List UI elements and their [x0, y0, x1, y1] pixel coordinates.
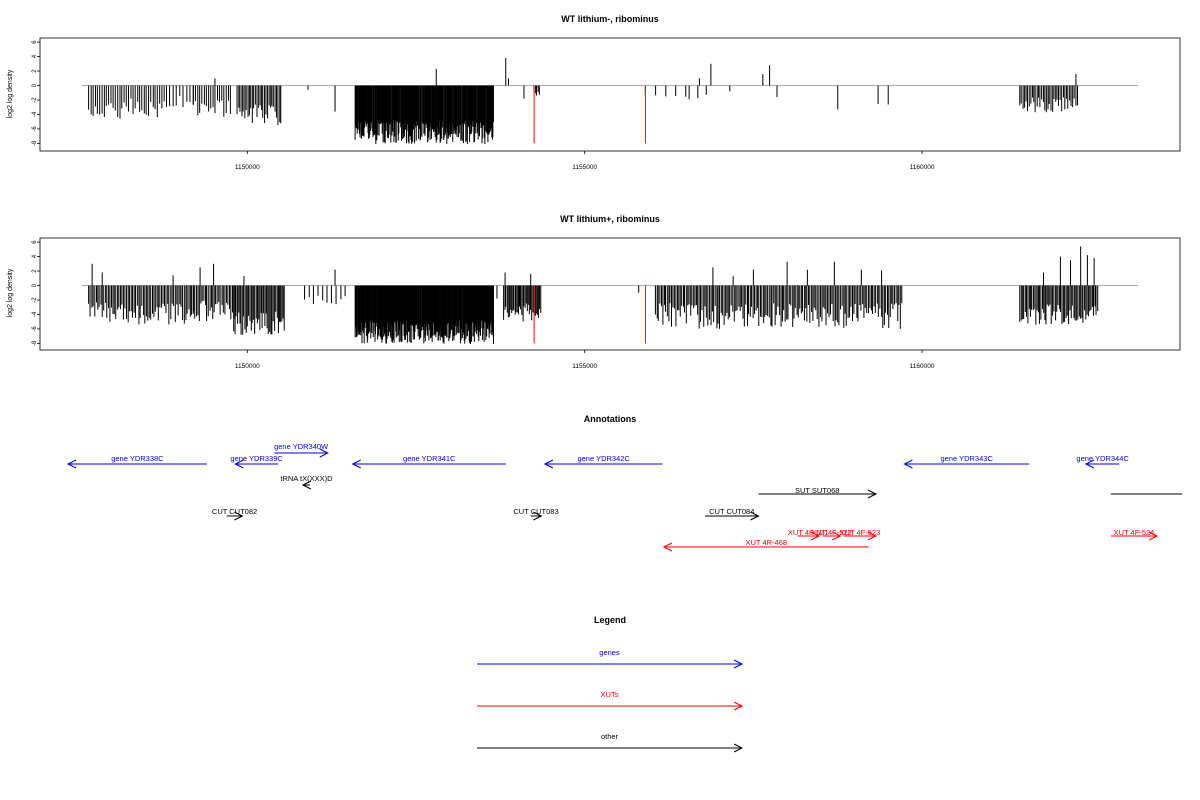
feature-label: CUT CUT083	[513, 507, 558, 516]
y-tick-label: 4	[32, 254, 38, 258]
y-tick-label: -6	[32, 326, 38, 332]
y-tick-label: -4	[32, 311, 38, 317]
y-axis-label-lithium-plus: log2 log density	[7, 268, 14, 317]
y-tick-label: -8	[32, 340, 38, 346]
panel-legend: Legend genes XUTs other	[477, 615, 744, 753]
y-tick-label: -8	[32, 140, 38, 146]
arrow-head	[1084, 459, 1095, 469]
plot-area-lithium-plus: 6 4 2 0 -2 -4 -6 -8 1150000 1155000 1160000	[32, 237, 1181, 370]
arrow-head	[867, 489, 878, 499]
y-tick-label: 4	[32, 54, 38, 58]
x-tick-label: 1160000	[910, 164, 935, 171]
feature-label: XUT 4F-521	[788, 528, 829, 537]
arrow-head	[903, 459, 913, 469]
y-tick-label: -2	[32, 97, 38, 103]
arrow-head	[1148, 531, 1159, 541]
y-tick-label: 2	[32, 269, 38, 273]
feature-label: gene YDR343C	[940, 454, 993, 463]
plot-area-lithium-minus: 6 4 2 0 -2 -4 -6 -8 1150000 1155000 1160000	[32, 37, 1181, 171]
feature-label: CUT CUT084	[709, 507, 754, 516]
legend-label: XUTs	[601, 690, 619, 699]
panel-title-lithium-plus: WT lithium+, ribominus	[560, 214, 660, 224]
arrow-head	[66, 459, 77, 469]
x-tick-label: 1155000	[572, 363, 597, 370]
legend-arrow-head	[733, 701, 744, 711]
panel-title-lithium-minus: WT lithium-, ribominus	[561, 14, 659, 24]
arrow-head	[543, 459, 554, 469]
y-tick-label: -4	[32, 111, 38, 117]
arrow-head	[750, 511, 760, 521]
arrow-head	[832, 531, 842, 541]
feature-label: XUT 4F-522	[811, 528, 852, 537]
plot-frame	[39, 37, 1181, 152]
y-axis-label-lithium-minus: log2 log density	[7, 69, 14, 118]
y-tick-label: 0	[32, 83, 38, 87]
arrow-head	[867, 531, 878, 541]
annotation-features: gene YDR338C gene YDR339C gene YDR340W gene…	[66, 442, 1182, 552]
legend-title: Legend	[594, 615, 626, 625]
panel-lithium-plus: WT lithium+, ribominus log2 log density …	[7, 214, 1181, 370]
y-tick-label: 0	[32, 283, 38, 287]
feature-label: gene YDR339C	[230, 454, 283, 463]
legend-label: genes	[599, 648, 620, 657]
arrow-head	[351, 459, 361, 469]
feature-label: gene YDR338C	[111, 454, 164, 463]
arrow-head	[319, 448, 329, 458]
y-tick-label: -2	[32, 297, 38, 303]
feature-label: XUT 4R-468	[746, 538, 788, 547]
x-tick-label: 1150000	[235, 164, 260, 171]
arrow-head	[533, 511, 543, 521]
arrow-head	[810, 531, 821, 541]
plot-frame	[39, 237, 1181, 351]
feature-label: SUT SUT068	[795, 486, 839, 495]
panel-annotations: Annotations gene YDR338C gene YDR339Cgene…	[66, 414, 1182, 552]
annotations-title: Annotations	[584, 414, 637, 424]
feature-label: gene YDR344C	[1076, 454, 1129, 463]
y-tick-label: 2	[32, 69, 38, 73]
feature-label: gene YDR342C	[577, 454, 630, 463]
y-tick-label: -6	[32, 126, 38, 132]
x-tick-label: 1155000	[572, 164, 597, 171]
feature-label: CUT CUT082	[212, 507, 257, 516]
x-tick-label: 1160000	[910, 363, 935, 370]
legend-items: genes XUTs other	[477, 648, 744, 753]
arrow-head	[301, 480, 312, 490]
feature-label: XUT 4F-523	[840, 528, 881, 537]
legend-label: other	[601, 732, 619, 741]
arrow-head	[234, 511, 244, 521]
feature-label: XUT 4F-524	[1114, 528, 1155, 537]
y-tick-label: 6	[32, 240, 38, 244]
feature-label: gene YDR340W	[274, 442, 329, 451]
feature-label: gene YDR341C	[403, 454, 456, 463]
feature-label: tRNA tX(XXX)D	[280, 474, 333, 483]
x-tick-label: 1150000	[235, 363, 260, 370]
arrow-head	[662, 542, 673, 552]
arrow-head	[234, 459, 244, 469]
panel-lithium-minus: WT lithium-, ribominus log2 log density …	[7, 14, 1181, 171]
legend-arrow-head	[733, 659, 744, 669]
legend-arrow-head	[733, 743, 744, 753]
y-tick-label: 6	[32, 40, 38, 44]
